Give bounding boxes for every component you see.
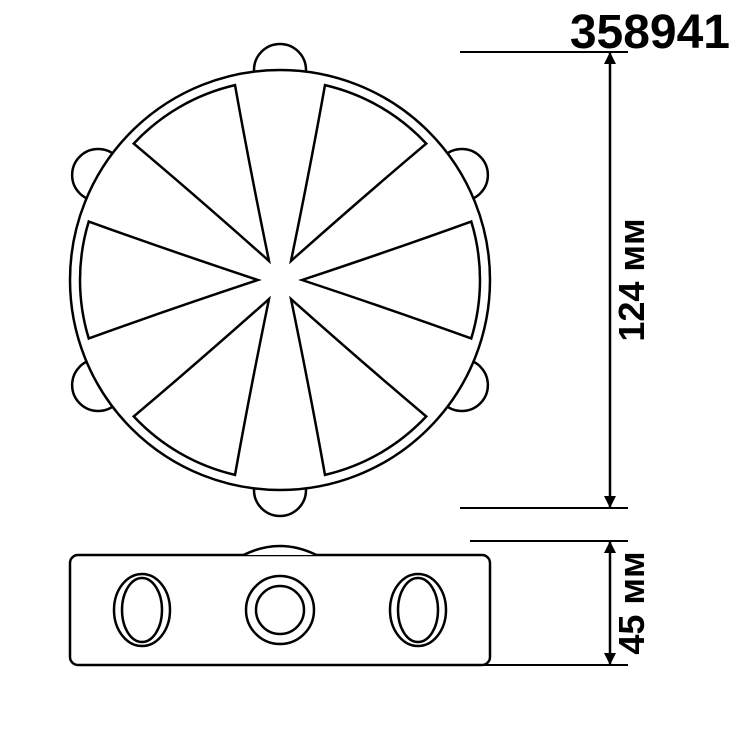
top-view [70,44,490,516]
dim-diameter-label: 124 мм [611,218,652,341]
dim-height-label: 45 мм [611,551,652,654]
technical-drawing: 358941124 мм45 мм [0,0,750,750]
top-outline [70,70,490,490]
side-view [70,546,490,665]
dim-height: 45 мм [470,541,652,665]
